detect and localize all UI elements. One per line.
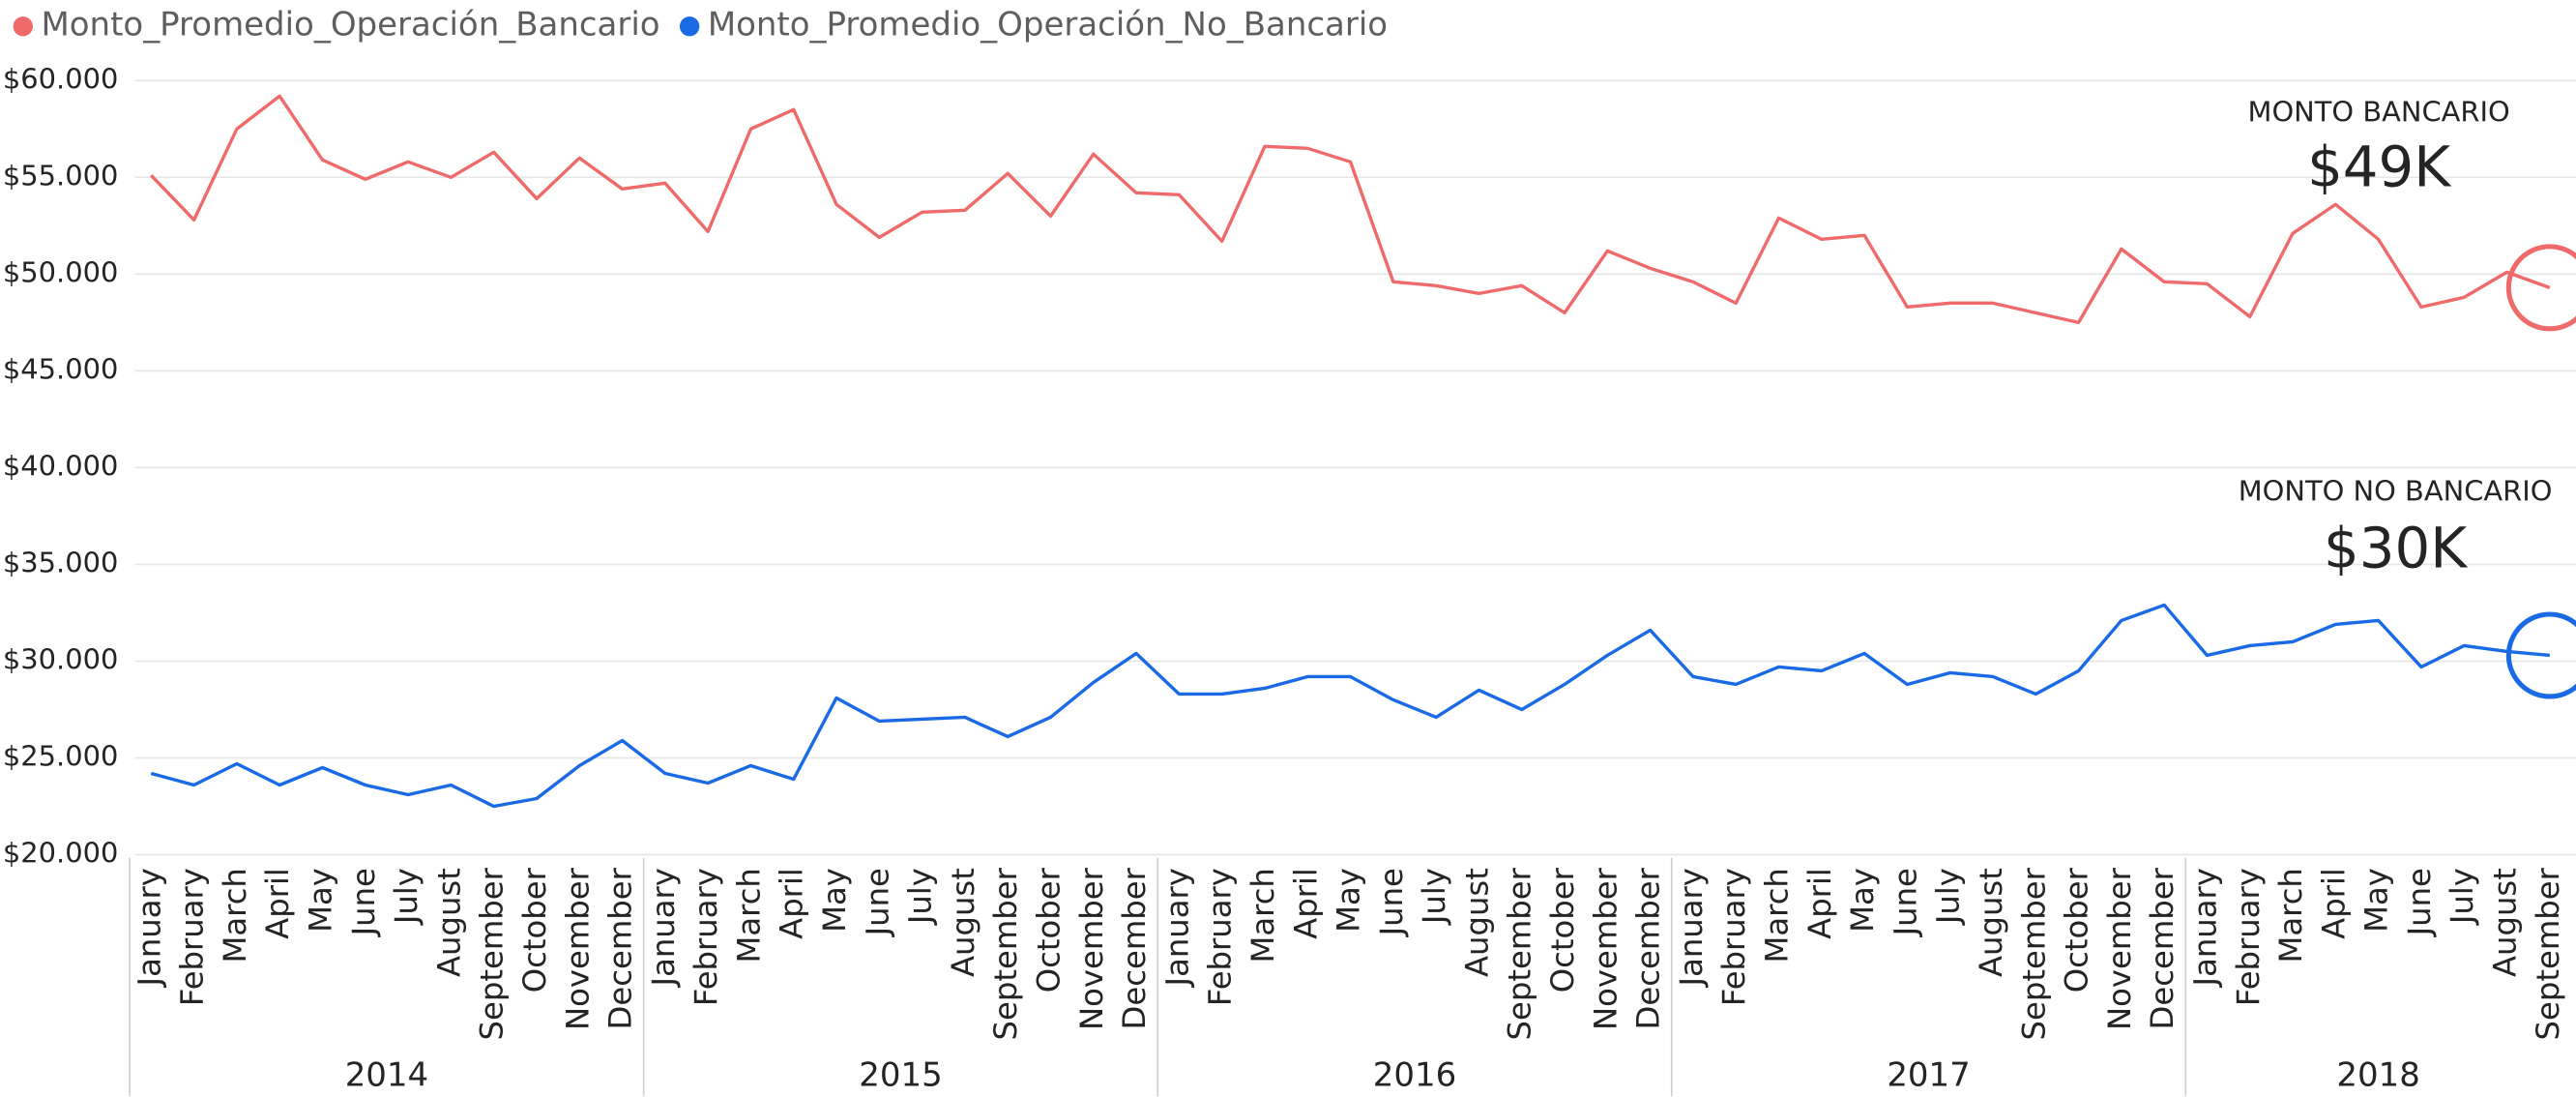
x-tick-label: July <box>902 868 939 926</box>
x-tick-label: September <box>474 867 511 1040</box>
x-tick-label: December <box>602 867 639 1029</box>
x-tick-label: October <box>1030 867 1067 993</box>
x-tick-label: January <box>645 868 682 988</box>
x-tick-label: October <box>2059 867 2095 993</box>
x-tick-label: October <box>1544 867 1581 993</box>
x-tick-label: July <box>1930 868 1967 926</box>
x-tick-label: December <box>1116 867 1153 1029</box>
x-tick-label: May <box>2358 868 2395 933</box>
x-tick-label: April <box>1801 868 1838 939</box>
x-tick-label: July <box>2444 868 2480 926</box>
x-tick-label: May <box>1331 868 1367 933</box>
x-tick-label: March <box>1244 868 1281 963</box>
x-tick-label: February <box>688 868 724 1006</box>
x-tick-label: August <box>1973 868 2009 977</box>
x-tick-label: February <box>1715 868 1752 1006</box>
x-tick-label: November <box>559 867 596 1030</box>
annotation-label: MONTO BANCARIO <box>2248 95 2510 128</box>
annotation-value: $30K <box>2324 516 2469 581</box>
x-tick-label: August <box>2487 868 2524 977</box>
x-tick-label: March <box>730 868 767 963</box>
y-tick-label: $45.000 <box>3 352 118 385</box>
last-point-highlight <box>2505 611 2576 699</box>
x-tick-label: April <box>774 868 810 939</box>
legend-label: Monto_Promedio_Operación_Bancario <box>41 6 659 44</box>
legend-marker <box>13 16 33 37</box>
y-tick-label: $50.000 <box>3 255 118 288</box>
series-line <box>150 603 2550 809</box>
x-tick-label: February <box>1202 868 1239 1006</box>
x-tick-label: September <box>2015 867 2052 1040</box>
x-tick-label: February <box>2230 868 2267 1006</box>
x-tick-label: March <box>1759 868 1796 963</box>
x-tick-label: March <box>2272 868 2309 963</box>
year-label: 2017 <box>1887 1055 1970 1094</box>
x-tick-label: May <box>1844 868 1881 933</box>
year-label: 2016 <box>1373 1055 1456 1094</box>
y-tick-label: $40.000 <box>3 449 118 482</box>
x-tick-label: August <box>945 868 981 977</box>
x-tick-label: October <box>516 867 553 993</box>
x-tick-label: December <box>2144 867 2181 1029</box>
x-tick-label: February <box>174 868 211 1006</box>
series-line <box>150 94 2551 325</box>
y-tick-label: $30.000 <box>3 642 118 675</box>
x-tick-label: April <box>1287 868 1324 939</box>
x-tick-label: April <box>2315 868 2352 939</box>
y-tick-label: $25.000 <box>3 739 118 772</box>
x-tick-label: June <box>2401 868 2438 937</box>
x-tick-label: July <box>388 868 424 926</box>
last-point-highlight <box>2505 244 2576 332</box>
x-tick-label: September <box>1502 867 1538 1040</box>
year-label: 2018 <box>2336 1055 2419 1094</box>
x-tick-label: August <box>430 868 467 977</box>
x-tick-label: January <box>1673 868 1710 988</box>
x-tick-label: January <box>2186 868 2223 988</box>
x-tick-label: May <box>302 868 338 933</box>
x-tick-label: July <box>1416 868 1452 926</box>
x-tick-label: November <box>1073 867 1110 1030</box>
y-tick-label: $35.000 <box>3 546 118 578</box>
x-tick-label: June <box>1887 868 1923 937</box>
annotation-value: $49K <box>2307 133 2452 199</box>
y-tick-label: $20.000 <box>3 837 118 870</box>
legend-label: Monto_Promedio_Operación_No_Bancario <box>708 6 1388 44</box>
x-tick-label: September <box>987 867 1024 1040</box>
year-label: 2014 <box>345 1055 428 1094</box>
x-tick-label: August <box>1458 868 1495 977</box>
y-tick-label: $55.000 <box>3 159 118 192</box>
x-tick-label: June <box>859 868 895 937</box>
x-tick-label: May <box>816 868 853 933</box>
x-tick-label: January <box>1158 868 1195 988</box>
x-tick-label: January <box>131 868 167 988</box>
x-tick-label: November <box>1587 867 1624 1030</box>
x-tick-label: November <box>2101 867 2138 1030</box>
year-label: 2015 <box>859 1055 942 1094</box>
x-tick-label: April <box>259 868 296 939</box>
x-tick-label: June <box>345 868 382 937</box>
x-tick-label: June <box>1373 868 1410 937</box>
x-tick-label: December <box>1630 867 1667 1029</box>
y-tick-label: $60.000 <box>3 62 118 95</box>
legend-marker <box>679 16 700 37</box>
x-tick-label: September <box>2530 867 2566 1040</box>
annotation-label: MONTO NO BANCARIO <box>2239 475 2553 508</box>
x-tick-label: March <box>217 868 253 963</box>
